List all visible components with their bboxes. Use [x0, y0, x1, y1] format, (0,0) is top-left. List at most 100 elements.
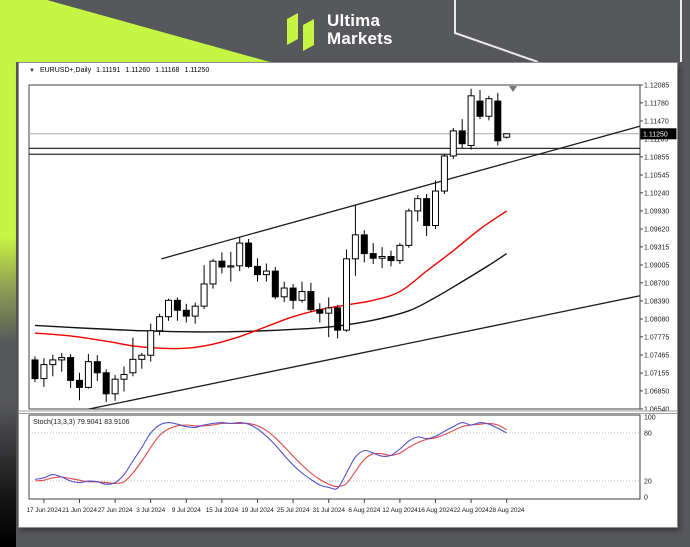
- candle-body: [271, 270, 279, 298]
- stoch-scale-label: 100: [644, 415, 656, 422]
- candle-body: [111, 378, 119, 395]
- candle-body: [209, 260, 217, 285]
- candle-body: [227, 265, 235, 268]
- candlestick-series: [31, 88, 511, 402]
- price-axis-label: 1.09315: [644, 244, 669, 251]
- candle-body: [298, 291, 306, 301]
- price-axis-label: 1.07155: [644, 371, 669, 378]
- candle-body: [378, 255, 386, 259]
- decorative-vertical-line: [680, 0, 682, 62]
- candle-body: [236, 242, 244, 267]
- candle-body: [405, 210, 413, 246]
- candle-body: [58, 357, 66, 361]
- candle-body: [485, 98, 493, 117]
- candle-body: [245, 242, 253, 267]
- decorative-chevron-outline: [454, 0, 539, 62]
- price-plot-area[interactable]: [28, 84, 641, 410]
- trendline: [161, 125, 640, 260]
- date-axis-label: 25 Jul 2024: [277, 507, 310, 514]
- candle-body: [40, 364, 48, 380]
- candle-body: [289, 287, 297, 301]
- current-price-badge-label: 1.11250: [643, 131, 668, 138]
- date-axis-label: 17 Jun 2024: [27, 507, 62, 514]
- stochastic-plot-area[interactable]: [28, 414, 641, 500]
- date-axis-label: 12 Aug 2024: [382, 507, 418, 514]
- quote-line[interactable]: ▼ EURUSD+,Daily 1.11191 1.11260 1.11168 …: [29, 67, 209, 74]
- candle-body: [316, 309, 324, 314]
- stochastic-panel: Stoch(13,3,3) 79.9041 83.9106 100 80 20 0: [28, 414, 656, 502]
- candle-body: [200, 283, 208, 307]
- quote-open: 1.11191: [96, 67, 121, 74]
- quote-close: 1.11250: [184, 67, 210, 74]
- price-axis-label: 1.09620: [644, 227, 669, 234]
- candle-body: [156, 316, 164, 332]
- candle-body: [84, 361, 92, 388]
- candle-body: [458, 130, 466, 145]
- candle-body: [147, 330, 155, 356]
- candle-body: [254, 265, 261, 276]
- decorative-green-wedge: [0, 0, 270, 62]
- price-axis-label: 1.09005: [644, 262, 669, 269]
- candle-body: [120, 374, 128, 380]
- candle-body: [432, 190, 439, 227]
- date-axis-label: 27 Jun 2024: [98, 507, 133, 514]
- date-axis-label: 9 Jul 2024: [172, 507, 201, 514]
- brand-name-line2: Markets: [327, 29, 393, 48]
- candle-body: [343, 258, 350, 331]
- candle-body: [280, 287, 288, 298]
- candle-body: [102, 372, 110, 395]
- candle-body: [467, 95, 475, 146]
- symbol-dropdown-icon[interactable]: ▼: [29, 67, 35, 74]
- price-axis-label: 1.08390: [644, 298, 669, 305]
- candle-body: [449, 130, 457, 157]
- date-axis-label: 19 Jul 2024: [241, 507, 274, 514]
- stoch-indicator-label: Stoch(13,3,3) 79.9041 83.9106: [33, 419, 130, 426]
- price-axis-label: 1.07465: [644, 352, 669, 359]
- candle-body: [360, 234, 368, 255]
- clipped-layer: [29, 88, 640, 409]
- candle-body: [307, 291, 315, 311]
- date-axis-label: 28 Aug 2024: [489, 507, 525, 514]
- candle-body: [503, 133, 511, 138]
- candle-body: [423, 198, 431, 227]
- price-axis-label: 1.06540: [644, 407, 669, 414]
- candle-body: [31, 359, 39, 380]
- symbol-period-label[interactable]: EURUSD+,Daily: [39, 67, 92, 74]
- trendlines: [85, 125, 640, 409]
- panel-separator: [19, 410, 677, 414]
- candle-body: [138, 354, 146, 360]
- candle-body: [334, 307, 342, 331]
- date-axis-label: 15 Jul 2024: [206, 507, 239, 514]
- decorative-left-strip: [0, 62, 16, 547]
- price-axis-label: 1.08080: [644, 317, 669, 324]
- date-axis-label: 16 Aug 2024: [418, 507, 454, 514]
- candle-body: [49, 359, 57, 366]
- trendline: [85, 295, 640, 409]
- candle-body: [182, 309, 190, 317]
- candle-body: [369, 253, 377, 259]
- fast-ma-line: [34, 210, 508, 350]
- price-axis-label: 1.08700: [644, 280, 669, 287]
- candle-body: [218, 260, 226, 268]
- candle-body: [387, 255, 395, 262]
- candle-body: [351, 234, 359, 260]
- date-axis-label: 3 Jul 2024: [136, 507, 165, 514]
- candle-body: [494, 100, 502, 142]
- candle-body: [262, 270, 270, 276]
- candle-body: [440, 155, 448, 192]
- candle-body: [173, 299, 181, 311]
- current-price-badge: [640, 128, 677, 140]
- price-axis-label: 1.07775: [644, 334, 669, 341]
- price-axis-label: 1.10545: [644, 172, 669, 179]
- date-axis-label: 22 Aug 2024: [453, 507, 489, 514]
- date-axis-label: 21 Jun 2024: [62, 507, 97, 514]
- stoch-main-line: [34, 422, 507, 490]
- candle-body: [325, 307, 333, 314]
- brand-name-line1: Ultima: [327, 11, 381, 30]
- candle-body: [396, 244, 404, 262]
- price-axis-label: 1.10240: [644, 190, 669, 197]
- price-axis-label: 1.09930: [644, 208, 669, 215]
- price-axis-label: 1.11165: [644, 136, 668, 143]
- candle-body: [191, 305, 199, 317]
- price-axis-label: 1.11780: [644, 100, 669, 107]
